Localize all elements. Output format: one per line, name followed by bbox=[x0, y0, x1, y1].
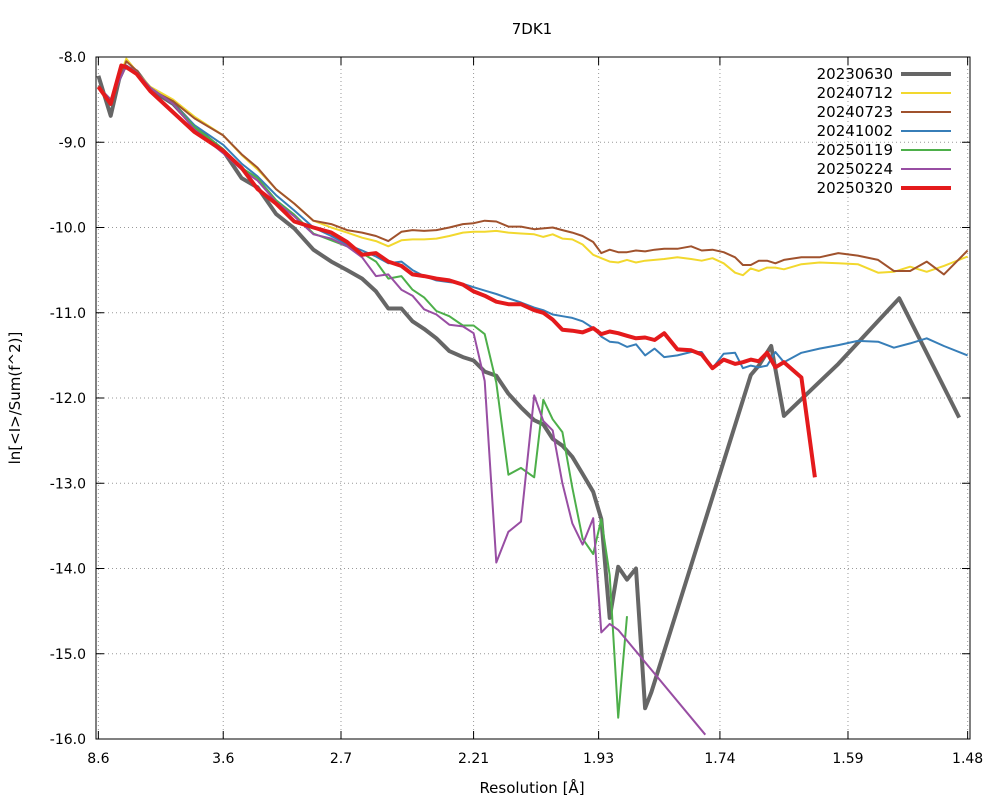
y-axis-label: ln[<I>/Sum(f^2)] bbox=[6, 332, 24, 465]
x-axis-label: Resolution [Å] bbox=[479, 778, 584, 797]
x-tick-label: 8.6 bbox=[87, 751, 109, 767]
legend-label: 20241002 bbox=[817, 122, 893, 140]
legend-label: 20240723 bbox=[817, 103, 893, 121]
y-tick-label: -13.0 bbox=[50, 476, 86, 492]
y-tick-label: -11.0 bbox=[50, 306, 86, 322]
y-tick-label: -15.0 bbox=[50, 647, 86, 663]
legend-label: 20250224 bbox=[817, 160, 893, 178]
series-line-20250224 bbox=[97, 64, 707, 736]
y-tick-label: -16.0 bbox=[50, 732, 86, 748]
x-tick-label: 1.93 bbox=[583, 751, 614, 767]
legend-label: 20230630 bbox=[817, 65, 893, 83]
y-tick-label: -8.0 bbox=[59, 50, 86, 66]
legend-label: 20250119 bbox=[817, 141, 893, 159]
series-group bbox=[96, 57, 969, 736]
series-line-20240723 bbox=[97, 60, 969, 276]
x-tick-label: 1.48 bbox=[952, 751, 983, 767]
y-tick-label: -12.0 bbox=[50, 391, 86, 407]
series-line-20250119 bbox=[97, 64, 628, 719]
legend-label: 20240712 bbox=[817, 84, 893, 102]
x-tick-label: 2.21 bbox=[458, 751, 489, 767]
x-tick-label: 1.74 bbox=[704, 751, 735, 767]
legend-label: 20250320 bbox=[817, 179, 893, 197]
y-tick-label: -9.0 bbox=[59, 135, 86, 151]
x-tick-label: 3.6 bbox=[212, 751, 234, 767]
series-line-20241002 bbox=[97, 64, 968, 370]
series-line-20250320 bbox=[96, 63, 817, 478]
y-tick-label: -10.0 bbox=[50, 221, 86, 237]
x-tick-label: 1.59 bbox=[832, 751, 863, 767]
legend: 2023063020240712202407232024100220250119… bbox=[817, 65, 951, 197]
y-tick-label: -14.0 bbox=[50, 562, 86, 578]
x-tick-label: 2.7 bbox=[330, 751, 352, 767]
chart-title: 7DK1 bbox=[512, 20, 552, 38]
ticks: -8.0 -9.0 -10.0 -11.0 -12.0 -13.0 -14.0 -15.0 -1… bbox=[50, 50, 983, 767]
